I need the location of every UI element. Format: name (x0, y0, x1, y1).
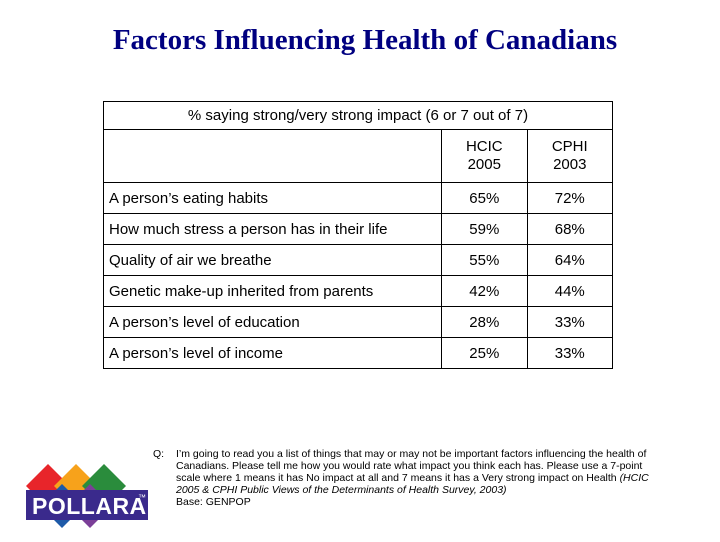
question-label: Q: (153, 448, 165, 460)
base-note: Base: GENPOP (176, 496, 251, 508)
table-row: Quality of air we breathe 55% 64% (102, 244, 614, 276)
row-label: Genetic make-up inherited from parents (102, 275, 443, 307)
question-body: I’m going to read you a list of things t… (176, 448, 647, 484)
page-title: Factors Influencing Health of Canadians (112, 24, 618, 56)
hcic-value: 42% (441, 275, 528, 307)
logo-wordmark: POLLARA (32, 493, 147, 519)
column-header-cphi-year: 2003 (553, 156, 587, 173)
table-row: A person’s eating habits 65% 72% (102, 182, 614, 214)
table-row: A person’s level of education 28% 33% (102, 306, 614, 338)
row-label: A person’s eating habits (102, 182, 443, 214)
column-header-cphi: CPHI 2003 (526, 129, 614, 183)
column-header-hcic-name: HCIC (465, 138, 503, 155)
cphi-value: 33% (526, 306, 614, 338)
hcic-value: 25% (441, 337, 528, 369)
row-label: A person’s level of education (102, 306, 443, 338)
row-label: A person’s level of income (102, 337, 443, 369)
cphi-value: 33% (526, 337, 614, 369)
logo-text-band (26, 490, 148, 520)
hcic-value: 55% (441, 244, 528, 276)
hcic-value: 28% (441, 306, 528, 338)
cphi-value: 44% (526, 275, 614, 307)
table-row: Genetic make-up inherited from parents 4… (102, 275, 614, 307)
column-header-hcic-year: 2005 (467, 156, 501, 173)
row-label: How much stress a person has in their li… (102, 213, 443, 245)
cphi-value: 68% (526, 213, 614, 245)
table-row: How much stress a person has in their li… (102, 213, 614, 245)
row-label: Quality of air we breathe (102, 244, 443, 276)
pollara-logo: POLLARA ™ (26, 464, 148, 528)
hcic-value: 59% (441, 213, 528, 245)
column-header-hcic: HCIC 2005 (441, 129, 528, 183)
hcic-value: 65% (441, 182, 528, 214)
question-text: I’m going to read you a list of things t… (176, 448, 656, 508)
table-caption: % saying strong/very strong impact (6 or… (103, 101, 613, 130)
cphi-value: 72% (526, 182, 614, 214)
column-header-cphi-name: CPHI (551, 138, 588, 155)
results-table: % saying strong/very strong impact (6 or… (102, 101, 614, 369)
empty-header-cell (102, 129, 443, 183)
cphi-value: 64% (526, 244, 614, 276)
logo-trademark: ™ (138, 493, 146, 502)
table-row: A person’s level of income 25% 33% (102, 337, 614, 369)
question-source: (HCIC 2005 & CPHI Public Views of the De… (176, 472, 649, 496)
